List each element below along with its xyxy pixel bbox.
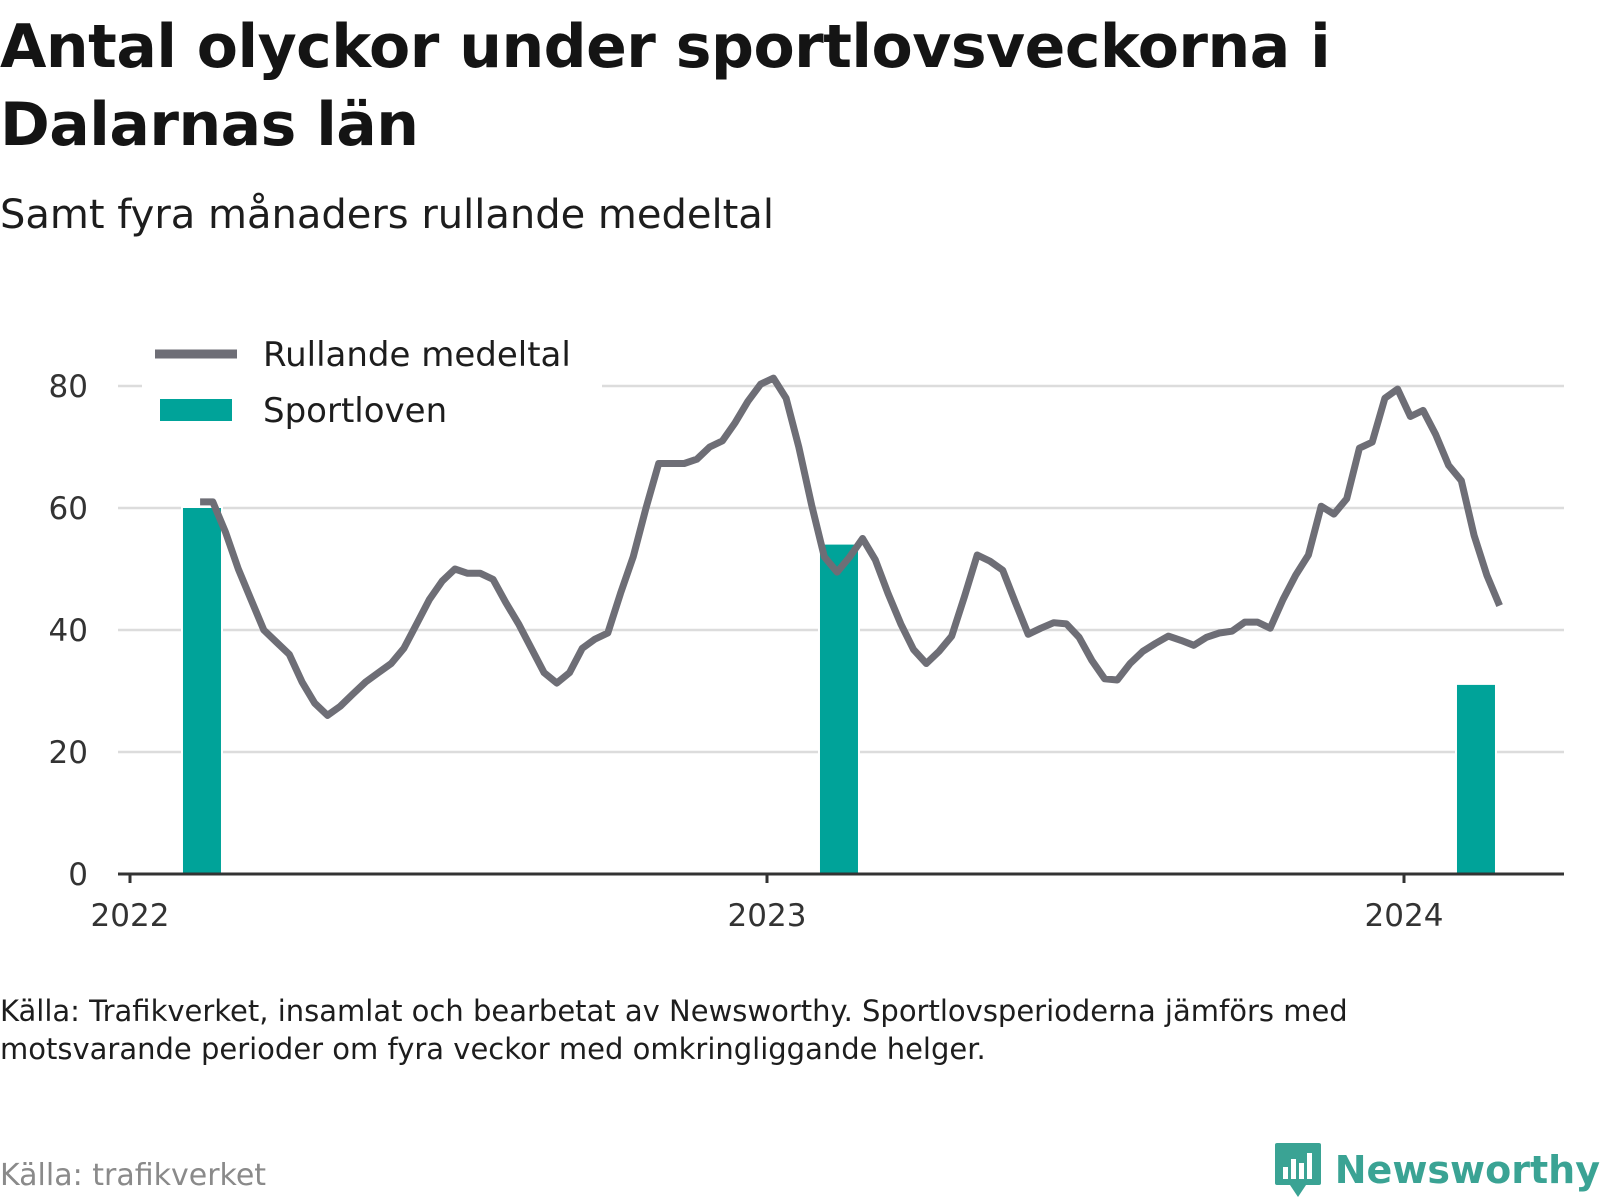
legend-label: Sportloven (263, 391, 447, 431)
chart: 0 20 40 60 80 2022 2023 2024 Rullande medeltal… (49, 330, 1564, 930)
bar-sportloven (819, 544, 858, 874)
bar-sportloven (182, 508, 221, 874)
x-tick-label: 2023 (728, 898, 807, 930)
y-tick-label: 0 (68, 857, 88, 893)
chart-subtitle: Samt fyra månaders rullande medeltal (0, 192, 774, 238)
y-tick-label: 20 (49, 735, 88, 771)
chart-title: Antal olyckor under sportlovsveckorna i … (0, 12, 1331, 160)
rolling-average-line (200, 374, 1503, 719)
source-credit: Källa: trafikverket (0, 1158, 267, 1193)
y-tick-labels: 0 20 40 60 80 (49, 369, 88, 893)
x-axis: 2022 2023 2024 (91, 872, 1564, 930)
method-note: Källa: Trafikverket, insamlat och bearbe… (0, 994, 1348, 1066)
y-tick-label: 60 (49, 491, 88, 527)
newsworthy-logo-icon (1274, 1143, 1321, 1197)
x-tick-label: 2024 (1365, 898, 1444, 930)
y-tick-label: 40 (49, 613, 88, 649)
x-tick-label: 2022 (91, 898, 170, 930)
brand-name: Newsworthy (1334, 1148, 1600, 1192)
legend-bar-swatch (160, 399, 232, 421)
bar-sportloven (1456, 684, 1495, 874)
brand-logo: Newsworthy (1273, 1142, 1600, 1198)
bar-series (180, 506, 1497, 874)
legend-label: Rullande medeltal (263, 335, 571, 375)
legend: Rullande medeltal Sportloven (142, 330, 602, 448)
y-tick-label: 80 (49, 369, 88, 405)
